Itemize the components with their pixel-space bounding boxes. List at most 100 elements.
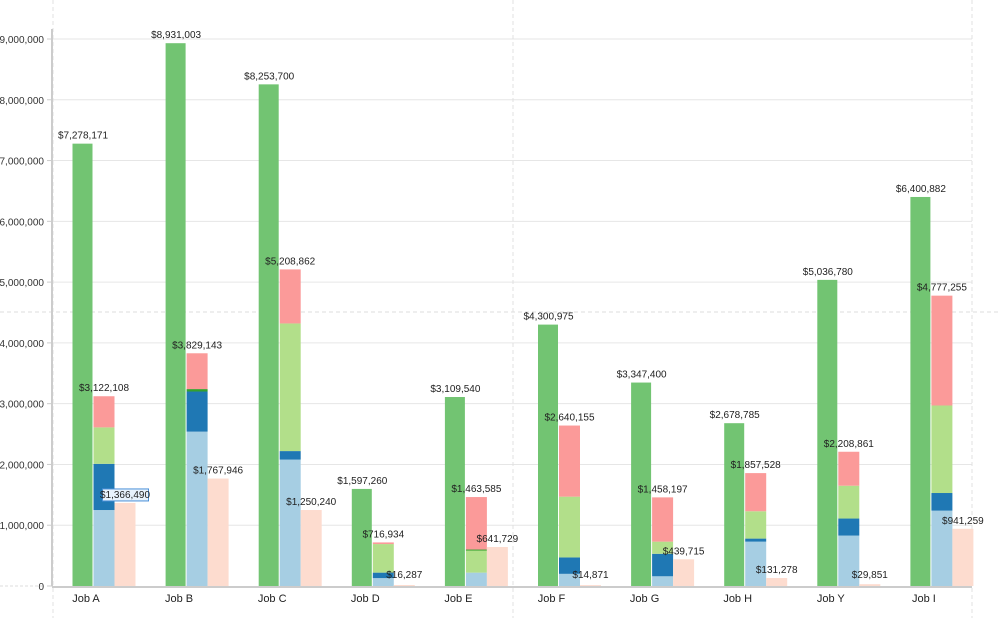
bar-total-job-h bbox=[724, 423, 745, 586]
x-tick-label: Job B bbox=[165, 593, 193, 605]
data-label-third: $29,851 bbox=[852, 570, 889, 581]
bar-stack-seg5 bbox=[559, 425, 580, 497]
bar-stack-seg2 bbox=[186, 391, 208, 432]
bar-stack-seg1 bbox=[745, 541, 767, 586]
bar-total-job-a bbox=[72, 143, 93, 587]
y-tick-label: 1,000,000 bbox=[0, 521, 44, 532]
data-label-third: $131,278 bbox=[756, 565, 798, 576]
data-label-third: $941,259 bbox=[942, 516, 984, 527]
y-tick-label: 5,000,000 bbox=[0, 278, 44, 289]
bar-total-job-e bbox=[444, 397, 465, 586]
y-tick-label: 7,000,000 bbox=[0, 157, 44, 168]
bar-stack-seg2 bbox=[559, 557, 580, 574]
bar-stack-seg5 bbox=[279, 269, 301, 324]
bar-stack-seg1 bbox=[838, 535, 860, 586]
data-label-total: $6,400,882 bbox=[896, 184, 946, 195]
bar-total-job-g bbox=[631, 382, 652, 586]
data-label-total: $5,036,780 bbox=[803, 267, 853, 278]
bar-stack-seg2 bbox=[93, 463, 115, 511]
bar-stack-seg5 bbox=[465, 497, 487, 550]
data-label-third: $1,767,946 bbox=[193, 466, 243, 477]
bar-stack-seg1 bbox=[186, 431, 208, 586]
data-label-third: $1,250,240 bbox=[286, 497, 336, 508]
data-label-total: $1,597,260 bbox=[337, 476, 387, 487]
bar-stack-seg1 bbox=[465, 572, 487, 586]
bar-stack-seg4 bbox=[186, 389, 208, 392]
data-label-stacked: $3,829,143 bbox=[172, 340, 222, 351]
bar-stack-seg2 bbox=[931, 493, 953, 511]
bar-third bbox=[859, 584, 881, 586]
x-tick-label: Job D bbox=[351, 593, 380, 605]
x-tick-label: Job C bbox=[258, 593, 287, 605]
x-tick-label: Job H bbox=[723, 593, 752, 605]
bar-stack-seg3 bbox=[745, 511, 767, 539]
bar-third bbox=[207, 478, 229, 586]
bar-stack-seg5 bbox=[745, 473, 767, 512]
y-tick-label: 3,000,000 bbox=[0, 400, 44, 411]
data-label-third: $439,715 bbox=[663, 546, 705, 557]
data-label-total: $8,931,003 bbox=[151, 30, 201, 41]
data-label-stacked: $2,208,861 bbox=[824, 439, 874, 450]
bar-stack-seg1 bbox=[652, 576, 674, 586]
data-label-stacked: $716,934 bbox=[362, 529, 404, 540]
x-tick-label: Job E bbox=[444, 593, 472, 605]
bar-stack-seg3 bbox=[93, 427, 115, 464]
bar-stack-seg1 bbox=[559, 573, 580, 586]
bar-stack-seg3 bbox=[559, 496, 580, 558]
y-axis: 0 1,000,000 2,000,000 3,000,000 4,000,000 5,0… bbox=[0, 29, 53, 593]
y-tick-label: 2,000,000 bbox=[0, 460, 44, 471]
data-label-stacked: $3,122,108 bbox=[79, 383, 129, 394]
bar-total-job-b bbox=[165, 43, 186, 587]
bar-stack-seg5 bbox=[652, 497, 674, 542]
bar-stack-seg2 bbox=[652, 553, 674, 577]
data-label-total: $3,109,540 bbox=[430, 384, 480, 395]
x-tick-label: Job G bbox=[630, 593, 659, 605]
bar-third bbox=[673, 559, 695, 586]
data-label-stacked: $1,857,528 bbox=[731, 460, 781, 471]
data-label-total: $7,278,171 bbox=[58, 131, 108, 142]
data-label-stacked: $4,777,255 bbox=[917, 283, 967, 294]
bar-stack-seg1 bbox=[93, 510, 115, 586]
data-label-total: $2,678,785 bbox=[710, 410, 760, 421]
bar-third bbox=[393, 585, 415, 587]
bar-total-job-y bbox=[817, 279, 838, 586]
bar-stack-seg2 bbox=[372, 572, 394, 579]
data-labels: $7,278,171 $3,122,108 $1,366,490 $8,931,003… bbox=[58, 30, 984, 581]
bar-stack-seg5 bbox=[931, 295, 953, 406]
bar-third bbox=[580, 585, 601, 587]
y-tick-label: 9,000,000 bbox=[0, 35, 44, 46]
data-label-stacked: $5,208,862 bbox=[265, 256, 315, 267]
bar-stack-seg3 bbox=[931, 405, 953, 494]
bar-stack-seg4 bbox=[465, 549, 487, 551]
y-tick-label: 4,000,000 bbox=[0, 339, 44, 350]
bar-total-job-d bbox=[351, 488, 372, 586]
data-label-third: $16,287 bbox=[386, 570, 423, 581]
data-label-third: $641,729 bbox=[477, 534, 519, 545]
bar-stack-seg2 bbox=[838, 518, 860, 536]
data-label-total: $8,253,700 bbox=[244, 71, 294, 82]
bar-stack-seg3 bbox=[465, 550, 487, 573]
y-tick-label: 8,000,000 bbox=[0, 96, 44, 107]
bar-third bbox=[300, 510, 322, 586]
data-label-third: $1,366,490 bbox=[100, 490, 150, 501]
bar-stack-seg3 bbox=[652, 541, 674, 554]
data-label-highlight bbox=[102, 488, 149, 502]
bar-stack-seg3 bbox=[279, 323, 301, 452]
y-tick-label: 0 bbox=[38, 582, 44, 593]
bar-stack-seg5 bbox=[838, 451, 860, 486]
x-tick-label: Job A bbox=[72, 593, 100, 605]
x-tick-label: Job Y bbox=[817, 593, 846, 605]
bar-total-job-c bbox=[258, 84, 279, 586]
bar-stack-seg5 bbox=[186, 353, 208, 390]
bar-stack-seg3 bbox=[838, 485, 860, 519]
bar-stack-seg3 bbox=[372, 544, 394, 573]
bar-total-job-f bbox=[538, 324, 558, 586]
bar-stack-seg1 bbox=[279, 459, 301, 586]
bar-stack-seg2 bbox=[745, 538, 767, 542]
bar-third bbox=[952, 528, 974, 586]
x-tick-label: Job I bbox=[912, 593, 936, 605]
bars bbox=[72, 43, 974, 587]
bar-stack-seg1 bbox=[372, 578, 394, 586]
bar-third bbox=[114, 502, 136, 586]
bar-stack-seg5 bbox=[372, 542, 394, 545]
